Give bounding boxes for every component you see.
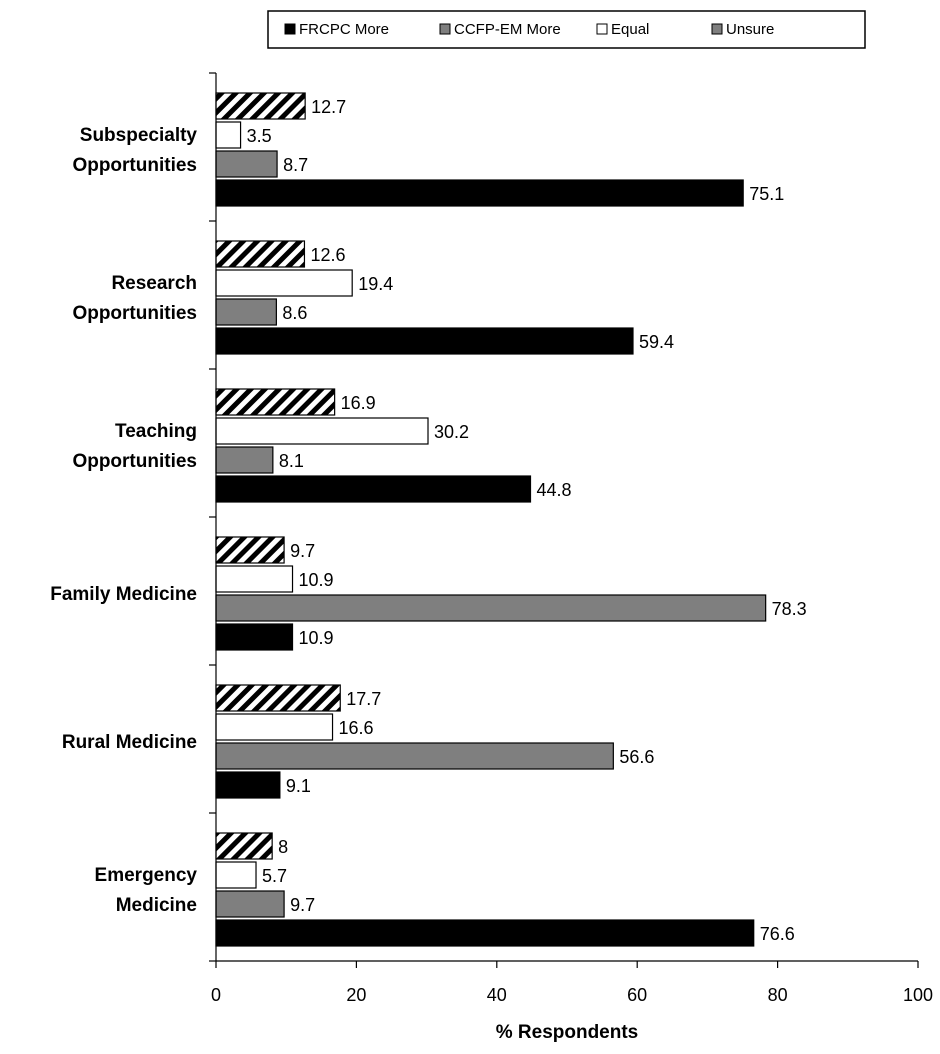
data-label-research-opportunities-unsure: 12.6 <box>310 245 345 265</box>
data-label-teaching-opportunities-frcpc-more: 44.8 <box>536 480 571 500</box>
x-axis-title: % Respondents <box>496 1022 639 1043</box>
data-label-rural-medicine-frcpc-more: 9.1 <box>286 776 311 796</box>
legend-label-equal: Equal <box>611 21 649 38</box>
legend-swatch-ccfp-em-more <box>439 23 451 35</box>
bar-emergency-medicine-frcpc-more <box>215 919 755 947</box>
data-label-research-opportunities-ccfp-em-more: 8.6 <box>282 303 307 323</box>
category-label-emergency-medicine: Emergency Medicine <box>95 865 198 916</box>
category-label-rural-medicine: Rural Medicine <box>62 732 197 753</box>
data-label-subspecialty-opportunities-frcpc-more: 75.1 <box>749 184 784 204</box>
data-label-emergency-medicine-equal: 5.7 <box>262 866 287 886</box>
data-label-research-opportunities-equal: 19.4 <box>358 274 393 294</box>
data-label-teaching-opportunities-ccfp-em-more: 8.1 <box>279 451 304 471</box>
bar-research-opportunities-ccfp-em-more <box>215 298 277 326</box>
legend-label-frcpc-more: FRCPC More <box>299 21 389 38</box>
bar-rural-medicine-frcpc-more <box>215 771 281 799</box>
legend-swatch-equal <box>596 23 608 35</box>
bar-teaching-opportunities-ccfp-em-more <box>215 446 274 474</box>
data-label-family-medicine-equal: 10.9 <box>299 570 334 590</box>
data-label-teaching-opportunities-equal: 30.2 <box>434 422 469 442</box>
x-tick-label-0: 0 <box>211 985 221 1005</box>
data-label-emergency-medicine-frcpc-more: 76.6 <box>760 924 795 944</box>
data-label-emergency-medicine-ccfp-em-more: 9.7 <box>290 895 315 915</box>
bar-rural-medicine-equal <box>215 713 334 741</box>
data-label-family-medicine-ccfp-em-more: 78.3 <box>772 599 807 619</box>
data-label-subspecialty-opportunities-equal: 3.5 <box>247 126 272 146</box>
data-label-emergency-medicine-unsure: 8 <box>278 837 288 857</box>
bar-family-medicine-frcpc-more <box>215 623 294 651</box>
bar-subspecialty-opportunities-unsure <box>215 92 306 120</box>
legend-swatch-unsure <box>711 23 723 35</box>
x-tick-label-20: 20 <box>346 985 366 1005</box>
category-label-subspecialty-opportunities: Subspecialty Opportunities <box>72 125 197 176</box>
legend-label-unsure: Unsure <box>726 21 774 38</box>
legend-swatch-frcpc-more <box>284 23 296 35</box>
bar-research-opportunities-unsure <box>215 240 306 268</box>
category-label-research-opportunities: Research Opportunities <box>72 273 197 324</box>
bar-teaching-opportunities-frcpc-more <box>215 475 532 503</box>
bar-research-opportunities-frcpc-more <box>215 327 634 355</box>
legend: FRCPC More CCFP-EM More Equal Unsure <box>267 10 866 49</box>
data-label-subspecialty-opportunities-ccfp-em-more: 8.7 <box>283 155 308 175</box>
bar-subspecialty-opportunities-frcpc-more <box>215 179 744 207</box>
x-tick-label-60: 60 <box>627 985 647 1005</box>
category-label-family-medicine: Family Medicine <box>50 584 197 605</box>
bar-emergency-medicine-equal <box>215 861 257 889</box>
bar-teaching-opportunities-equal <box>215 417 429 445</box>
bar-emergency-medicine-ccfp-em-more <box>215 890 285 918</box>
legend-label-ccfp-em-more: CCFP-EM More <box>454 21 561 38</box>
bar-rural-medicine-ccfp-em-more <box>215 742 614 770</box>
x-tick-label-100: 100 <box>903 985 933 1005</box>
data-label-rural-medicine-equal: 16.6 <box>339 718 374 738</box>
legend-box <box>267 10 866 49</box>
bar-family-medicine-unsure <box>215 536 285 564</box>
category-label-teaching-opportunities: Teaching Opportunities <box>72 421 197 472</box>
bar-subspecialty-opportunities-ccfp-em-more <box>215 150 278 178</box>
bar-research-opportunities-equal <box>215 269 353 297</box>
axes: Subspecialty Opportunities Research Opportu… <box>50 72 933 1043</box>
data-label-rural-medicine-ccfp-em-more: 56.6 <box>619 747 654 767</box>
data-label-subspecialty-opportunities-unsure: 12.7 <box>311 97 346 117</box>
bar-family-medicine-ccfp-em-more <box>215 594 767 622</box>
bars: 12.7 3.5 8.7 75.1 12.6 19.4 8.6 59.4 16.9 30.2 8.1… <box>215 92 807 947</box>
bar-subspecialty-opportunities-equal <box>215 121 242 149</box>
bar-rural-medicine-unsure <box>215 684 341 712</box>
bar-family-medicine-equal <box>215 565 294 593</box>
x-tick-label-80: 80 <box>768 985 788 1005</box>
bar-teaching-opportunities-unsure <box>215 388 336 416</box>
data-label-rural-medicine-unsure: 17.7 <box>346 689 381 709</box>
data-label-teaching-opportunities-unsure: 16.9 <box>341 393 376 413</box>
data-label-family-medicine-frcpc-more: 10.9 <box>299 628 334 648</box>
data-label-research-opportunities-frcpc-more: 59.4 <box>639 332 674 352</box>
bar-emergency-medicine-unsure <box>215 832 273 860</box>
data-label-family-medicine-unsure: 9.7 <box>290 541 315 561</box>
x-tick-label-40: 40 <box>487 985 507 1005</box>
